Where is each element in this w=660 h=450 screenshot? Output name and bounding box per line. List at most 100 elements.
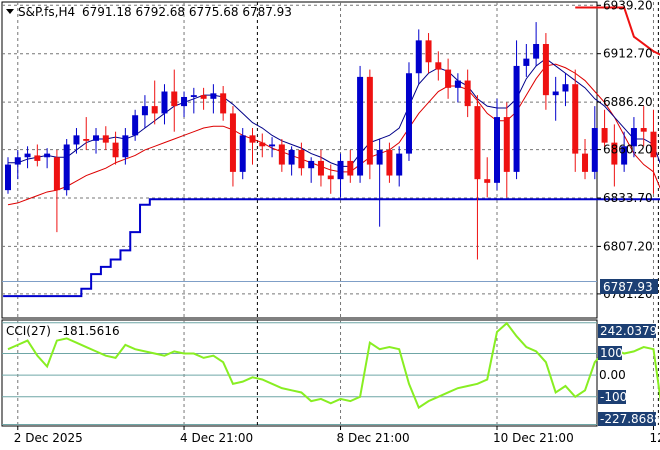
candle-body bbox=[513, 65, 520, 172]
cci-min-badge: -227.8688 bbox=[598, 412, 660, 426]
price-badge-text: 6787.93 bbox=[603, 280, 653, 294]
price-tick-label: 6860.20 bbox=[603, 143, 653, 157]
candle bbox=[269, 137, 276, 158]
candle bbox=[171, 69, 178, 132]
kijun-series bbox=[7, 6, 660, 206]
candle-body bbox=[151, 106, 158, 114]
cci-plot-frame bbox=[1, 319, 598, 427]
candle-body bbox=[102, 135, 109, 143]
candle-body bbox=[650, 131, 657, 158]
tenkan-series bbox=[8, 58, 660, 167]
cci-min-badge-text: -227.8688 bbox=[600, 412, 660, 426]
lower-line-series bbox=[3, 198, 660, 298]
candle bbox=[542, 33, 549, 110]
kijun-top-path bbox=[575, 6, 660, 56]
candle-body bbox=[484, 179, 491, 183]
candle bbox=[435, 51, 442, 81]
candle bbox=[239, 128, 246, 180]
candle bbox=[190, 87, 197, 114]
candle bbox=[73, 128, 80, 154]
candle bbox=[396, 146, 403, 187]
session-breaks bbox=[256, 2, 659, 426]
candle-body bbox=[415, 40, 422, 74]
candle bbox=[259, 133, 266, 158]
candle bbox=[83, 117, 90, 150]
candle bbox=[278, 138, 285, 172]
candle-body bbox=[220, 93, 227, 114]
cci-header: CCI(27) -181.5616 bbox=[6, 324, 120, 338]
candle bbox=[513, 40, 520, 180]
candle-body bbox=[474, 106, 481, 180]
time-tick-label: 12 Dec 21:00 bbox=[649, 431, 660, 445]
candle-body bbox=[93, 135, 100, 141]
candle-body bbox=[249, 135, 256, 143]
candle-body bbox=[239, 135, 246, 172]
candle-body bbox=[445, 69, 452, 88]
candle-body bbox=[640, 128, 647, 132]
candle-body bbox=[14, 157, 21, 165]
candle-body bbox=[523, 58, 530, 66]
candle-body bbox=[73, 135, 80, 145]
candle-body bbox=[190, 95, 197, 97]
cci-p100-badge: 100 bbox=[598, 346, 623, 360]
candle bbox=[601, 109, 608, 150]
candle-body bbox=[582, 153, 589, 172]
candle bbox=[181, 91, 188, 118]
candle-body bbox=[552, 91, 559, 96]
candle bbox=[132, 109, 139, 141]
candle-body bbox=[83, 138, 90, 141]
cci-series bbox=[7, 321, 660, 410]
collapse-triangle-icon[interactable] bbox=[6, 9, 14, 14]
candle bbox=[572, 69, 579, 172]
candle bbox=[621, 131, 628, 172]
candle bbox=[503, 102, 510, 198]
candle bbox=[122, 128, 129, 165]
candle-body bbox=[494, 117, 500, 183]
candle bbox=[425, 33, 432, 74]
price-tick-label: 6833.70 bbox=[603, 191, 653, 205]
candle-body bbox=[181, 96, 188, 107]
candle-body bbox=[337, 160, 344, 180]
candle-body bbox=[503, 117, 510, 172]
candle bbox=[112, 131, 119, 165]
candle bbox=[454, 73, 461, 103]
candle-body bbox=[533, 44, 540, 59]
candle bbox=[14, 149, 21, 180]
candle-body bbox=[288, 149, 295, 165]
candle-body bbox=[591, 128, 598, 172]
cci-value: -181.5616 bbox=[58, 324, 120, 338]
candle-body bbox=[386, 149, 393, 176]
time-axis: 2 Dec 2025 4 Dec 21:00 8 Dec 21:00 10 Dec 2… bbox=[14, 426, 660, 445]
candle-body bbox=[161, 91, 168, 114]
candle-body bbox=[405, 73, 412, 154]
candle-body bbox=[454, 80, 461, 88]
candle bbox=[611, 124, 618, 187]
candle bbox=[386, 142, 393, 183]
time-tick-label: 8 Dec 21:00 bbox=[337, 431, 410, 445]
candle-body bbox=[630, 128, 637, 147]
lower-line-path bbox=[3, 198, 660, 298]
candle-body bbox=[63, 144, 70, 191]
candle bbox=[141, 95, 148, 129]
candle bbox=[405, 62, 412, 161]
time-tick-label: 10 Dec 21:00 bbox=[493, 431, 574, 445]
candle bbox=[229, 106, 236, 187]
candle-body bbox=[327, 175, 334, 180]
candle-body bbox=[229, 113, 236, 172]
header-ohlc: 6791.18 6792.68 6775.68 6787.93 bbox=[82, 5, 292, 19]
price-badge: 6787.93 bbox=[600, 279, 658, 294]
candle-body bbox=[435, 62, 442, 70]
candle-body bbox=[34, 155, 41, 161]
time-tick-label: 2 Dec 2025 bbox=[14, 431, 83, 445]
price-tick-label: 6939.20 bbox=[603, 0, 653, 12]
candle bbox=[161, 84, 168, 125]
candle-body bbox=[44, 153, 51, 158]
candle bbox=[249, 128, 256, 165]
tenkan-path bbox=[8, 58, 660, 167]
price-tick-label: 6912.70 bbox=[603, 47, 653, 61]
candle bbox=[582, 138, 589, 180]
candle bbox=[650, 109, 657, 194]
candle bbox=[523, 44, 530, 77]
